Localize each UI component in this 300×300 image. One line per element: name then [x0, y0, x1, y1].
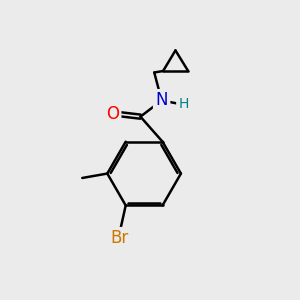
- Text: H: H: [178, 97, 189, 111]
- Text: Br: Br: [111, 230, 129, 247]
- Text: N: N: [155, 92, 168, 110]
- Text: O: O: [106, 105, 119, 123]
